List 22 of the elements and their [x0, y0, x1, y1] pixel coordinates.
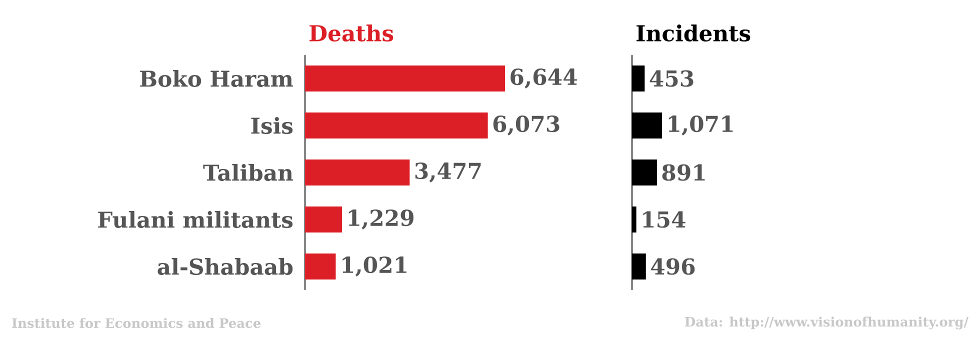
y-tick-label: Taliban [203, 164, 293, 181]
data-label: 453 [650, 70, 694, 87]
y-tick-label: Isis [251, 117, 293, 134]
y-tick-label: Fulani militants [98, 211, 293, 228]
bar [305, 160, 410, 186]
data-label: 496 [650, 258, 695, 275]
bar [305, 112, 488, 139]
bar [305, 66, 506, 92]
y-tick-label: Boko Haram [140, 70, 293, 87]
chart-title: Deaths [310, 24, 394, 42]
data-label: 6,644 [510, 68, 577, 88]
data-label: 1,229 [348, 210, 414, 230]
data-label: 3,477 [415, 162, 481, 182]
data-label: 6,073 [493, 116, 560, 136]
chart-title: Incidents [636, 24, 750, 42]
y-tick-label: al-Shabaab [158, 258, 293, 275]
data-label: 154 [643, 211, 686, 228]
bar [305, 206, 342, 233]
data-label: 891 [662, 164, 705, 181]
bar [305, 254, 336, 280]
data-label: 1,071 [668, 116, 733, 136]
data-label: 1,021 [342, 256, 406, 276]
